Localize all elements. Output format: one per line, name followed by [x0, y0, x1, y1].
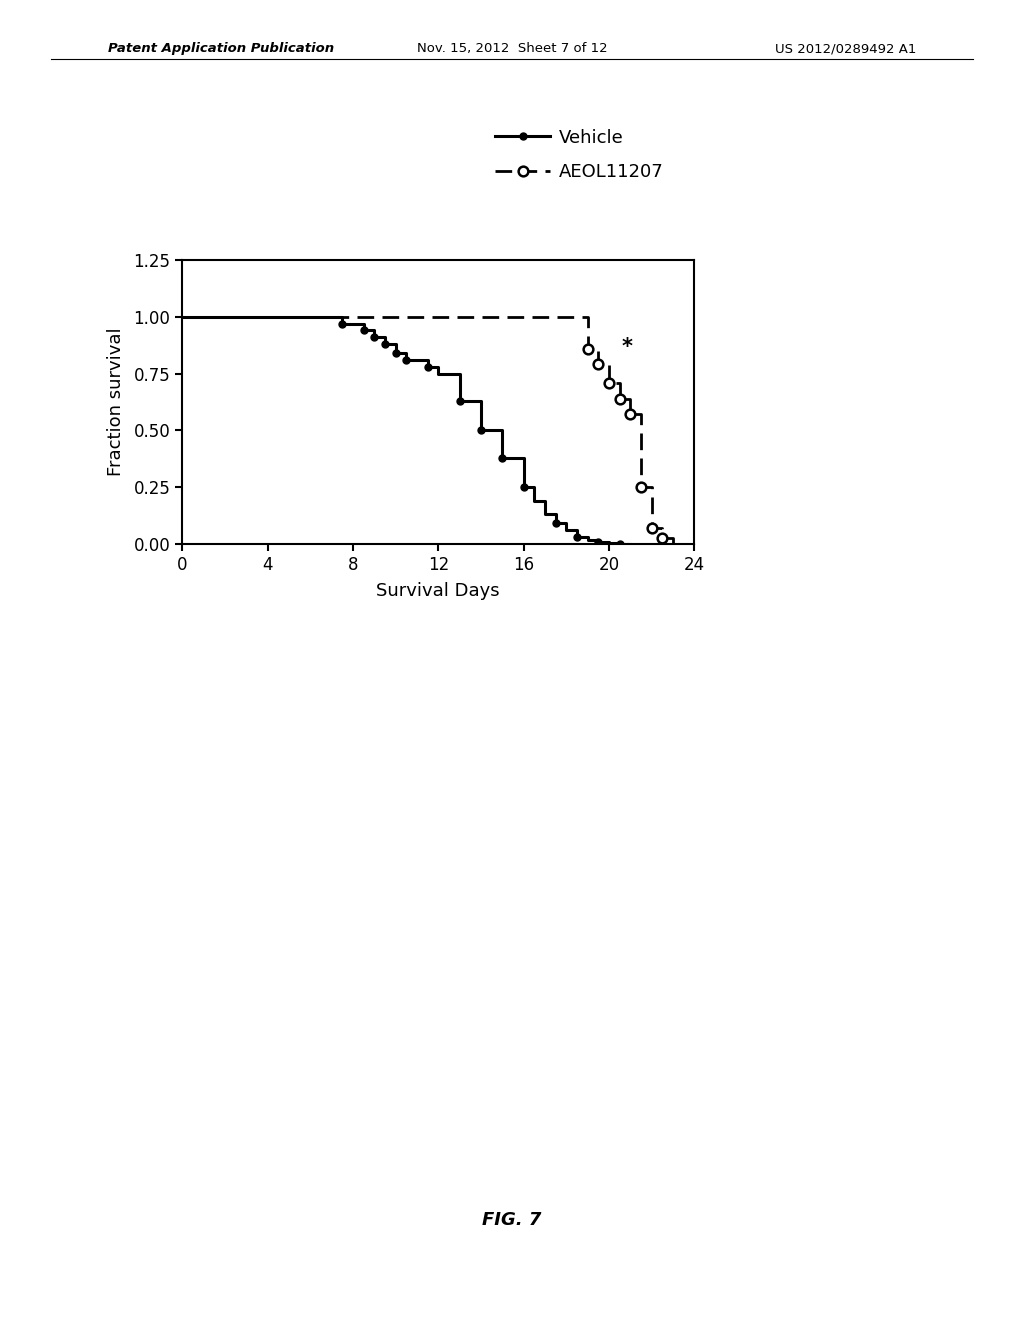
Text: Patent Application Publication: Patent Application Publication — [108, 42, 334, 55]
Text: Nov. 15, 2012  Sheet 7 of 12: Nov. 15, 2012 Sheet 7 of 12 — [417, 42, 607, 55]
Legend: Vehicle, AEOL11207: Vehicle, AEOL11207 — [488, 121, 671, 189]
X-axis label: Survival Days: Survival Days — [377, 582, 500, 601]
Text: US 2012/0289492 A1: US 2012/0289492 A1 — [775, 42, 916, 55]
Y-axis label: Fraction survival: Fraction survival — [108, 327, 125, 477]
Text: *: * — [622, 338, 633, 358]
Text: FIG. 7: FIG. 7 — [482, 1210, 542, 1229]
